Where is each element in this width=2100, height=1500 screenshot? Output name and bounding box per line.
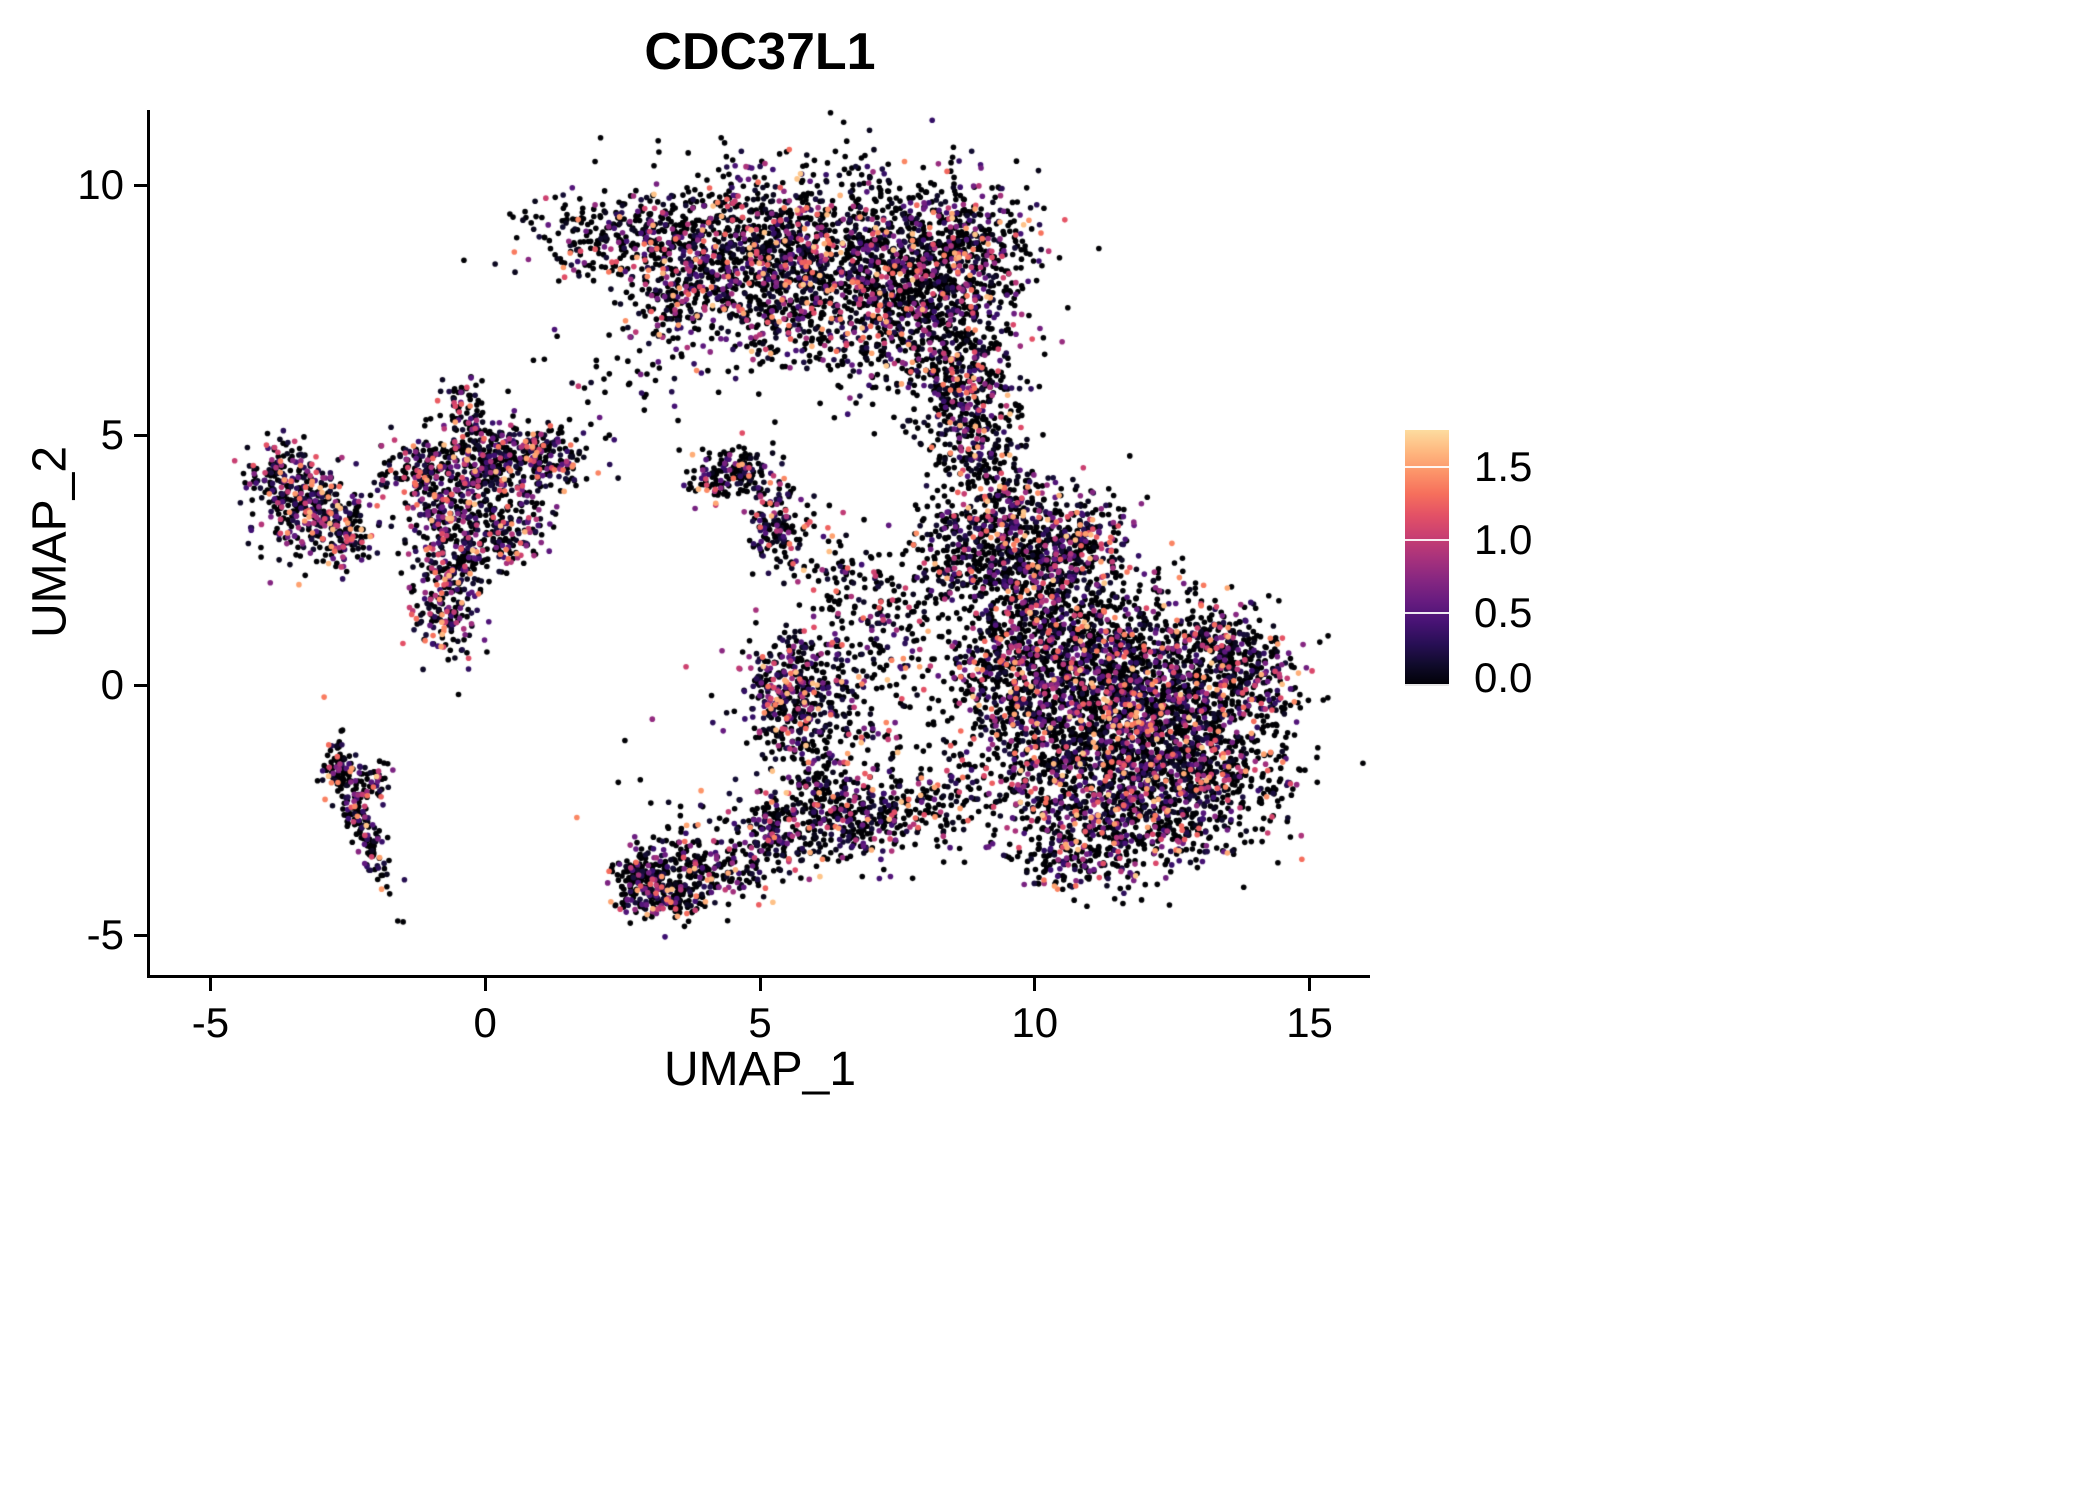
y-tick-label: 10 [77, 161, 124, 208]
y-tick-mark [134, 433, 147, 437]
x-tick-label: 0 [473, 999, 497, 1046]
y-tick-mark [134, 933, 147, 937]
y-tick-label: 5 [100, 411, 124, 458]
x-axis-line [147, 975, 1370, 978]
x-tick-mark [483, 978, 487, 991]
x-tick-label: 15 [1286, 999, 1333, 1046]
y-tick-mark [134, 183, 147, 187]
x-tick-mark [1308, 978, 1312, 991]
colorbar-tick-label: 0.0 [1474, 654, 1533, 701]
colorbar-tick-label: 1.5 [1474, 442, 1533, 490]
y-tick-label: -5 [86, 911, 124, 958]
colorbar-tick-mark [1405, 538, 1449, 541]
x-tick-label: 5 [748, 999, 772, 1046]
colorbar-tick-mark [1405, 684, 1449, 686]
y-tick-label: 0 [100, 661, 124, 708]
x-axis-label: UMAP_1 [663, 1043, 857, 1096]
y-tick-mark [134, 683, 147, 687]
x-tick-mark [1033, 978, 1037, 991]
colorbar-tick-mark [1405, 465, 1449, 468]
colorbar-tick-mark [1405, 611, 1449, 614]
colorbar-tick-label: 0.5 [1474, 588, 1533, 636]
y-axis-line [147, 110, 150, 978]
colorbar-gradient [1405, 430, 1449, 686]
x-tick-mark [758, 978, 762, 991]
chart-title: CDC37L1 [644, 23, 876, 81]
y-axis-label: UMAP_2 [23, 445, 77, 639]
x-tick-mark [208, 978, 212, 991]
colorbar-tick-label: 1.0 [1474, 515, 1533, 563]
x-tick-label: -5 [191, 999, 230, 1046]
x-tick-label: 10 [1011, 999, 1059, 1046]
